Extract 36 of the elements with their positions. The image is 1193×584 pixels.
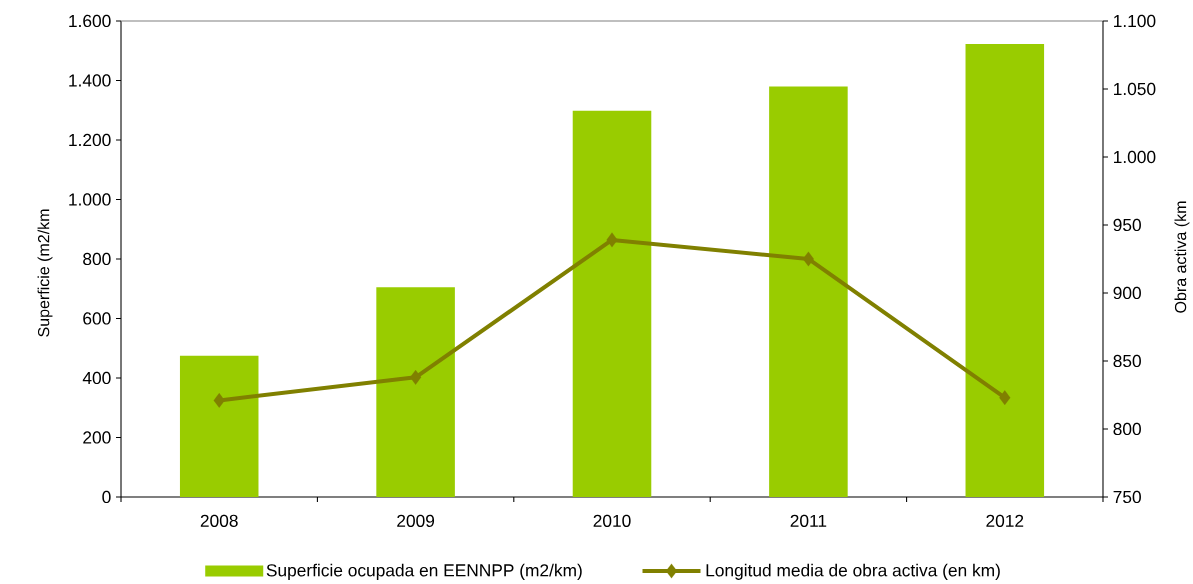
x-tick-label: 2010 [593,514,631,527]
x-tick-label: 2008 [200,514,238,527]
bar [376,287,455,497]
point [802,251,814,267]
y2-tick-label: 850 [1113,354,1141,368]
point [606,232,618,248]
point [213,393,225,408]
y-tick-label: 400 [82,371,111,385]
y2-tick-label: 1.100 [1114,14,1156,28]
x-tick-label: 2011 [790,514,827,527]
bar [769,86,848,497]
point [410,369,422,385]
point [999,390,1011,406]
y2-tick-label: 1.050 [1114,82,1156,96]
y-tick-label: 1.400 [69,74,111,87]
y2-tick-label: 950 [1113,218,1141,232]
x-tick-label: 2009 [397,514,435,527]
y2-tick-label: 800 [1113,422,1141,436]
y-tick-label: 1.000 [69,193,111,206]
y-axis-title: Superficie (m2/km [37,209,53,337]
legend-label: Superficie ocupada en EENNPP (m2/km) [266,563,582,580]
y2-tick-label: 1.000 [1114,150,1156,164]
y2-axis-title: Obra activa (km [1174,201,1190,313]
bar [965,43,1045,497]
y2-tick-label: 750 [1113,490,1141,504]
y-tick-label: 1.600 [69,14,111,28]
y2-tick-label: 900 [1113,286,1141,300]
y-tick-label: 200 [83,431,111,444]
y-tick-label: 1.200 [69,133,111,147]
y-tick-label: 600 [83,312,111,325]
bar [179,355,259,497]
legend-label: Longitud media de obra activa (en km) [706,563,1000,580]
x-tick-label: 2012 [986,514,1024,527]
bar [572,110,652,497]
y-tick-label: 800 [83,252,111,266]
y-tick-label: 0 [102,490,111,504]
